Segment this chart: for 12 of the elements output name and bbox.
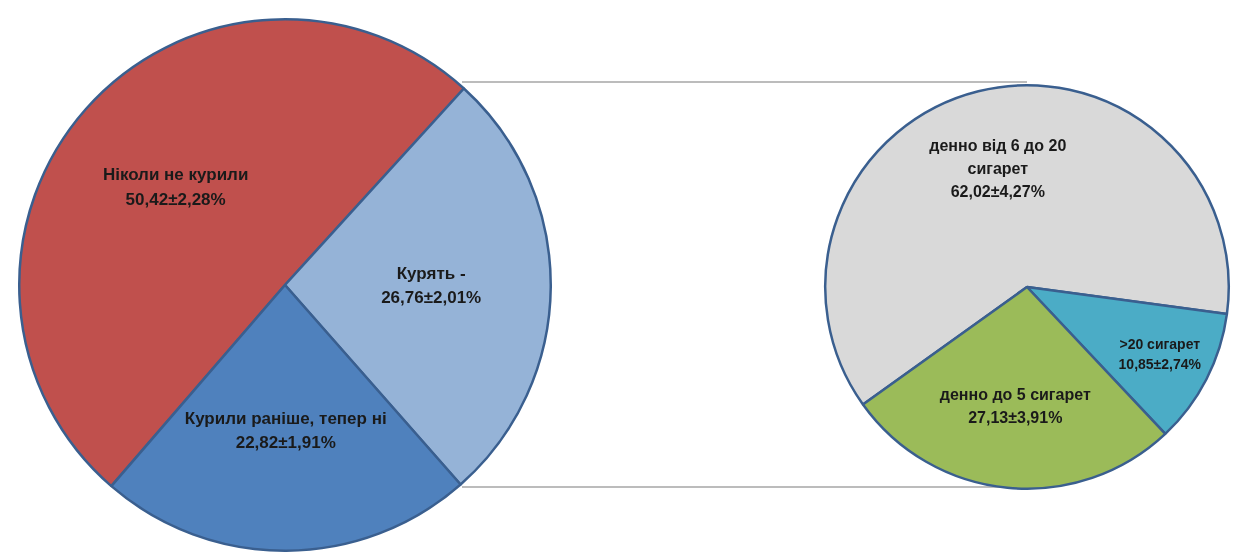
slice-label: денно до 5 сигарет [939, 386, 1091, 404]
slice-label: Курять - [396, 263, 466, 283]
data-label: 27,13±3,91% [968, 409, 1063, 427]
data-label: 22,82±1,91% [235, 433, 336, 453]
data-label: 10,85±2,74% [1118, 356, 1202, 373]
slice-label: Ніколи не курили [102, 165, 249, 185]
slice-label: денно від 6 до 20 сигарет [929, 136, 1067, 177]
slice-label: >20 сигарет [1119, 335, 1201, 352]
data-label: 26,76±2,01% [381, 288, 482, 308]
data-label: 50,42±2,28% [125, 190, 226, 210]
slice-label: Курили раніше, тепер ні [184, 408, 387, 428]
data-label: 62,02±4,27% [950, 183, 1045, 201]
